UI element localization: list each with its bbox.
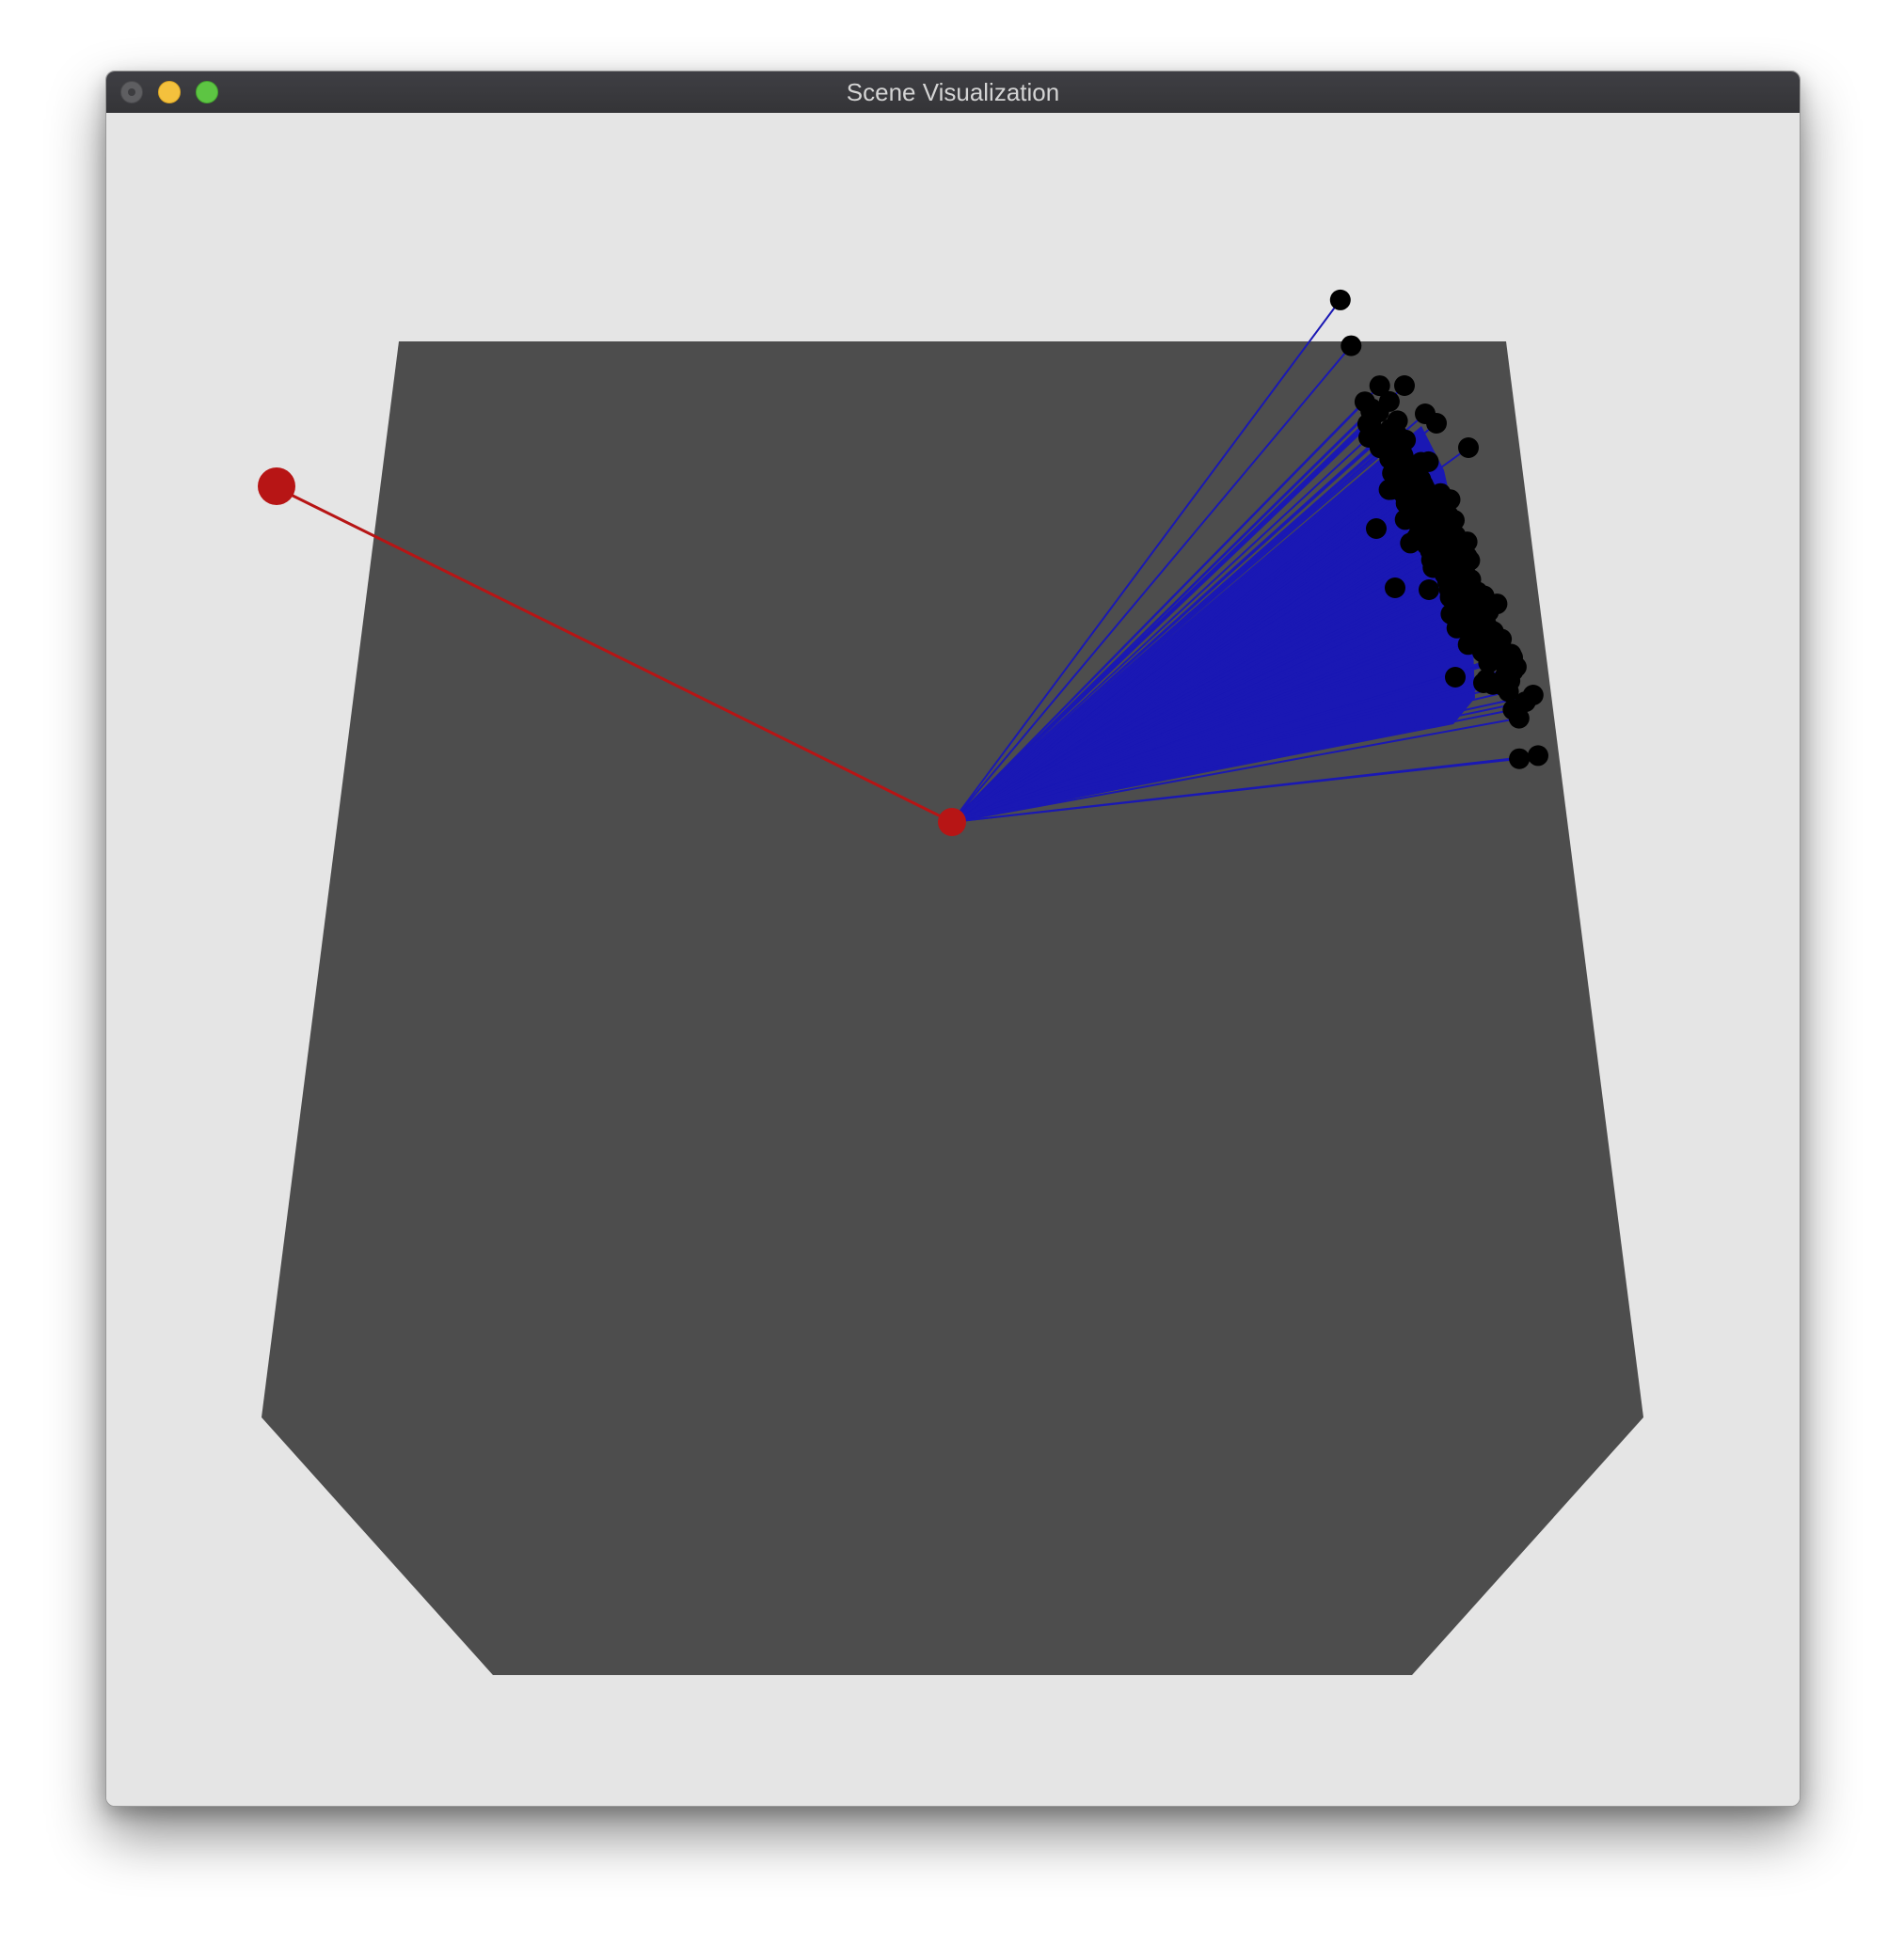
particle-dot [1394,375,1415,396]
particle-dot [1407,482,1429,504]
agent-link-line [275,485,953,824]
ray-line [951,628,1474,823]
particle-dot [1458,437,1479,458]
particle-dot [1508,707,1530,729]
particle-dot [1418,451,1439,472]
particle-dot [1500,643,1522,665]
ray-line [951,447,1469,823]
particle-dot [1427,549,1449,571]
particle-dot [1423,488,1445,510]
particle-dot [1426,413,1447,434]
particle-dot [1378,479,1400,500]
ray-line [951,534,1456,823]
ray-line [951,498,1435,823]
particle-dot [1385,577,1405,598]
ray-line [951,585,1458,823]
app-window: Scene Visualization [105,71,1801,1807]
particle-dot [1445,667,1466,688]
particle-dot [1462,629,1483,650]
agent-marker [938,808,966,836]
ray-line [951,465,1400,823]
close-dot-icon[interactable] [120,81,143,103]
ray-line [951,591,1479,823]
particle-dot [1329,289,1351,310]
particle-dot [1473,672,1494,693]
ray-line [951,299,1341,823]
scene-canvas[interactable] [106,113,1800,1806]
ray-line [951,589,1430,823]
ray-line [951,401,1366,823]
ray-line [951,587,1396,823]
ray-line [951,611,1457,823]
particle-dot [1448,546,1469,568]
minimize-dot-icon[interactable] [158,81,181,103]
ray-line [951,514,1450,823]
title-bar[interactable]: Scene Visualization [106,71,1800,114]
ray-line [951,528,1377,823]
particle-dot [1453,610,1474,632]
particle-dot [1366,518,1387,539]
ray-line [951,690,1509,823]
ray-line [951,488,1390,823]
scene-svg [258,289,1643,1675]
goal-marker [258,467,295,505]
particle-dot [1369,375,1390,397]
ray-line [951,639,1473,823]
particle-dot [1522,685,1544,705]
ray-line [951,422,1372,823]
ray-line [951,344,1353,823]
particle-dot [1381,439,1403,461]
particle-dot [1378,390,1400,412]
ray-fan [951,299,1539,823]
particle-dot [1394,509,1416,530]
particle-dot [1446,576,1468,597]
particle-dot [1496,663,1517,685]
particle-dot [1528,745,1548,767]
particle-dot [1409,521,1430,543]
particle-dot [1445,525,1467,546]
ray-line [951,676,1456,823]
particle-dot [1486,593,1508,615]
particle-dot [1509,748,1531,769]
particle-cluster [1329,289,1548,769]
ray-line [951,620,1465,823]
ray-line [951,449,1393,823]
ray-line [951,560,1470,823]
particle-dot [1358,427,1379,448]
ray-line [951,422,1437,823]
ray-line [951,593,1456,823]
ray-line [951,653,1512,823]
particle-dot [1341,335,1362,356]
particle-dot [1387,410,1408,432]
particle-dot [1419,579,1439,600]
maximize-dot-icon[interactable] [196,81,218,103]
ray-line [951,436,1370,823]
ray-line [951,685,1504,823]
ray-line [951,754,1539,823]
ray-line [951,419,1399,823]
ray-line [951,717,1519,823]
ray-line [951,640,1493,823]
window-title: Scene Visualization [846,78,1060,106]
ray-line [951,682,1484,823]
ray-line [951,413,1426,823]
ray-line [951,694,1534,823]
particle-dot [1437,505,1459,527]
